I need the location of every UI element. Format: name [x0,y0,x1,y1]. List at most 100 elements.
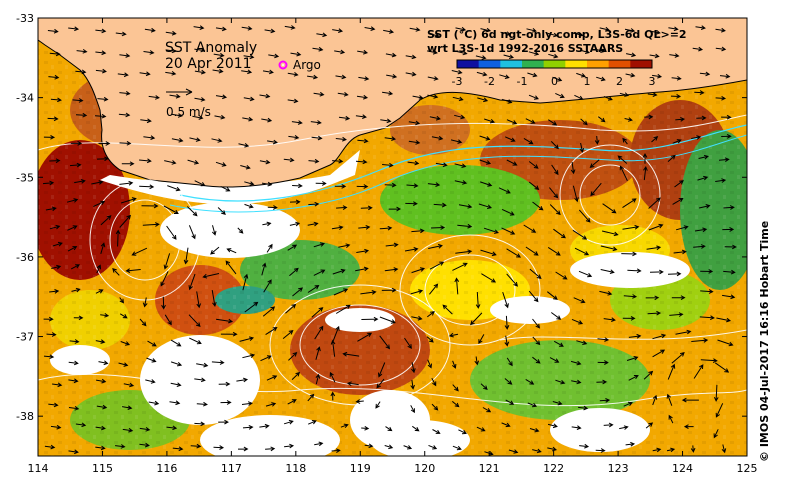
velocity-arrow [405,54,417,60]
product-description-line2: wrt L3S-1d 1992-2016 SSTAARS [427,42,623,55]
velocity-arrow [355,114,367,119]
velocity-arrow [695,25,706,30]
velocity-arrow [239,336,255,342]
velocity-arrow [532,201,544,211]
velocity-arrow [548,53,559,59]
velocity-arrow [528,94,539,100]
velocity-arrow [429,115,441,121]
colorbar-segment [457,60,480,68]
velocity-arrow [131,247,148,256]
y-axis: -33-34-35-36-37-38 [16,12,747,423]
velocity-arrow [715,95,727,101]
velocity-arrow [160,271,169,287]
velocity-arrow [501,227,516,235]
velocity-arrow [338,115,351,121]
velocity-arrow [570,161,576,175]
map-plot-area [38,18,747,456]
velocity-arrow [119,180,134,186]
velocity-arrow [291,120,303,125]
velocity-arrow [285,303,297,314]
velocity-arrow [93,200,106,207]
velocity-arrow [622,224,640,230]
colorbar-segment [478,60,501,68]
velocity-arrow [553,228,566,239]
velocity-arrow [479,159,492,165]
velocity-arrow [546,291,558,300]
velocity-arrow [71,287,81,293]
velocity-arrow [220,400,232,405]
velocity-arrow [697,175,709,181]
velocity-arrow [284,25,296,30]
velocity-arrow [122,405,133,410]
velocity-arrow [602,203,617,214]
velocity-arrow [476,71,488,77]
velocity-arrow [475,291,481,309]
velocity-arrow [406,183,419,188]
velocity-arrow [241,26,253,31]
velocity-arrow [407,160,420,166]
velocity-arrow [411,362,416,374]
velocity-arrow [95,28,107,34]
velocity-arrow [240,164,251,170]
velocity-arrow [624,117,633,122]
velocity-arrow [504,378,513,385]
velocity-arrow [435,162,448,168]
velocity-arrow [220,185,231,192]
velocity-arrow [600,245,618,252]
velocity-arrow [412,425,420,432]
velocity-arrow [479,135,491,141]
velocity-arrow [597,337,610,342]
velocity-arrow [308,201,320,207]
velocity-arrow [721,133,732,139]
velocity-arrow [146,357,157,363]
velocity-arrow [508,449,519,454]
velocity-arrow [139,427,151,432]
velocity-arrow [667,271,682,277]
velocity-arrow [713,384,719,402]
velocity-arrow [190,443,202,449]
velocity-arrow [528,290,539,303]
velocity-arrow [311,135,323,141]
velocity-arrow [95,425,106,431]
velocity-arrow [645,295,660,301]
velocity-arrow [333,288,349,296]
velocity-arrow [358,76,370,81]
velocity-arrow [696,115,707,121]
velocity-arrow [67,225,78,231]
velocity-arrow [625,52,637,58]
velocity-arrow [241,69,253,75]
velocity-arrow [119,90,131,96]
velocity-arrow [385,426,393,432]
velocity-arrow [143,50,155,55]
velocity-arrow [426,336,434,343]
velocity-arrow [68,360,79,366]
velocity-arrow [628,333,642,339]
velocity-arrow [139,158,152,164]
velocity-arrow [628,375,639,381]
velocity-arrow [694,227,708,233]
colorbar-segment [587,60,610,68]
velocity-arrow [627,268,642,274]
colorbar-tick-label: -1 [517,75,528,88]
velocity-arrow [282,330,294,339]
velocity-arrow [164,314,172,326]
velocity-arrow [329,371,336,383]
velocity-arrow [532,336,541,346]
velocity-arrow [316,32,328,38]
velocity-arrow [574,94,584,100]
velocity-arrow [525,118,536,124]
velocity-arrow [52,241,63,247]
velocity-arrow [384,182,397,188]
velocity-arrow [189,337,202,345]
velocity-arrow [388,206,402,212]
velocity-scale-arrowhead [185,88,193,96]
velocity-arrow [480,181,493,187]
velocity-arrow [120,197,137,204]
velocity-arrow [716,317,732,323]
velocity-arrow [451,360,457,369]
colorbar-segment [630,60,653,68]
velocity-arrow [576,340,588,345]
velocity-arrow [330,339,336,357]
x-tick-label: 117 [221,462,242,475]
velocity-arrow [357,49,369,55]
